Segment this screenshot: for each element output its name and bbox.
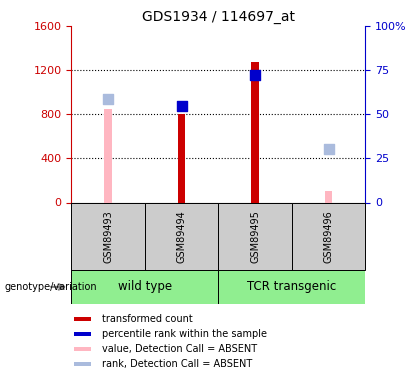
FancyBboxPatch shape: [71, 202, 145, 270]
Bar: [105, 109, 112, 202]
Point: [326, 146, 332, 152]
Bar: [74, 316, 91, 321]
FancyBboxPatch shape: [71, 270, 218, 304]
Bar: [178, 114, 185, 202]
Point: [178, 102, 185, 109]
Text: percentile rank within the sample: percentile rank within the sample: [102, 329, 267, 339]
Text: transformed count: transformed count: [102, 314, 193, 324]
Text: GSM89494: GSM89494: [177, 210, 186, 262]
Text: GSM89495: GSM89495: [250, 210, 260, 262]
Text: value, Detection Call = ABSENT: value, Detection Call = ABSENT: [102, 344, 257, 354]
Bar: [325, 192, 332, 202]
Bar: [252, 62, 259, 202]
Point: [252, 72, 259, 78]
Text: rank, Detection Call = ABSENT: rank, Detection Call = ABSENT: [102, 359, 252, 369]
FancyBboxPatch shape: [218, 270, 365, 304]
Bar: [74, 332, 91, 336]
FancyBboxPatch shape: [292, 202, 365, 270]
Point: [105, 96, 112, 102]
Text: GSM89496: GSM89496: [324, 210, 333, 262]
Text: GSM89493: GSM89493: [103, 210, 113, 262]
Bar: [74, 362, 91, 366]
Title: GDS1934 / 114697_at: GDS1934 / 114697_at: [142, 10, 295, 24]
Text: TCR transgenic: TCR transgenic: [247, 280, 336, 293]
Text: wild type: wild type: [118, 280, 172, 293]
FancyBboxPatch shape: [145, 202, 218, 270]
Text: genotype/variation: genotype/variation: [4, 282, 97, 292]
Bar: [74, 346, 91, 351]
FancyBboxPatch shape: [218, 202, 292, 270]
